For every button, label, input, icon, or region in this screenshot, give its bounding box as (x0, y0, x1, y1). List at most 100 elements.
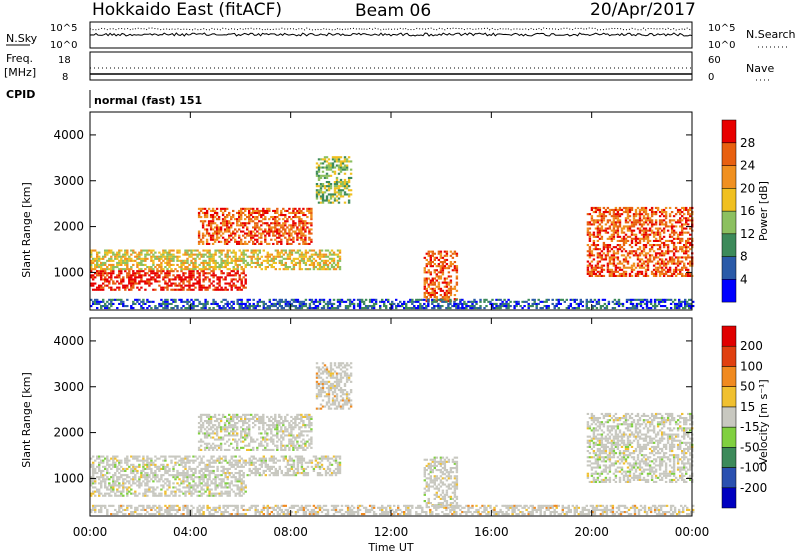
echo-cell (594, 248, 598, 251)
echo-cell (672, 231, 676, 234)
echo-cell (98, 251, 101, 254)
echo-cell (567, 307, 570, 310)
echo-cell (226, 492, 229, 495)
echo-cell (197, 234, 201, 237)
echo-cell (96, 298, 99, 301)
echo-cell (333, 191, 337, 194)
echo-cell (162, 480, 165, 483)
echo-cell (304, 242, 307, 245)
echo-cell (332, 268, 336, 271)
echo-cell (664, 225, 668, 228)
echo-cell (136, 261, 139, 264)
echo-cell (284, 455, 287, 458)
echo-cell (252, 472, 255, 475)
echo-cell (652, 250, 656, 253)
echo-cell (197, 207, 201, 210)
echo-cell (172, 249, 175, 252)
echo-cell (310, 207, 313, 210)
echo-cell (236, 459, 239, 462)
echo-cell (214, 482, 217, 485)
echo-cell (174, 476, 177, 479)
echo-cell (262, 218, 265, 221)
echo-cell (318, 266, 322, 269)
echo-cell (346, 307, 350, 310)
echo-cell (421, 305, 424, 308)
echo-cell (437, 252, 441, 255)
echo-cell (142, 298, 145, 301)
echo-cell (248, 302, 251, 305)
echo-cell (319, 174, 323, 177)
echo-cell (244, 463, 247, 466)
echo-cell (238, 220, 241, 223)
echo-cell (226, 288, 229, 291)
echo-cell (182, 482, 185, 485)
echo-cell (656, 233, 660, 236)
echo-cell (577, 302, 580, 305)
echo-cell (166, 288, 169, 291)
echo-cell (148, 476, 151, 479)
echo-cell (158, 467, 161, 470)
echo-cell (236, 461, 239, 464)
echo-cell (201, 222, 205, 225)
echo-cell (140, 263, 143, 266)
echo-cell (501, 302, 504, 305)
echo-cell (112, 272, 115, 275)
echo-cell (168, 272, 171, 275)
echo-cell (588, 223, 592, 226)
echo-cell (306, 307, 310, 310)
echo-cell (334, 263, 338, 266)
echo-cell (200, 302, 203, 305)
echo-cell (224, 259, 227, 262)
echo-cell (104, 261, 107, 264)
echo-cell (106, 488, 109, 491)
echo-cell (108, 257, 111, 260)
echo-cell (138, 255, 141, 258)
echo-cell (172, 253, 175, 256)
echo-cell (228, 494, 231, 497)
echo-cell (594, 219, 598, 222)
echo-cell (320, 253, 324, 256)
echo-cell (256, 224, 259, 227)
echo-cell (455, 302, 458, 305)
echo-cell (644, 208, 648, 211)
echo-cell (172, 465, 175, 468)
echo-cell (679, 233, 682, 236)
echo-cell (310, 307, 314, 310)
echo-cell (668, 206, 672, 209)
echo-cell (445, 267, 449, 270)
echo-cell (296, 472, 300, 475)
echo-cell (140, 482, 143, 485)
echo-cell (491, 302, 494, 305)
echo-cell (108, 465, 111, 468)
echo-cell (260, 228, 263, 231)
echo-cell (315, 174, 319, 177)
echo-cell (673, 307, 677, 310)
echo-cell (238, 211, 241, 214)
echo-cell (674, 250, 678, 253)
echo-cell (218, 455, 221, 458)
echo-cell (431, 254, 434, 257)
echo-cell (592, 266, 596, 269)
echo-cell (658, 272, 662, 275)
echo-cell (690, 307, 693, 310)
echo-cell (124, 482, 127, 485)
echo-cell (463, 300, 466, 303)
echo-cell (248, 220, 251, 223)
echo-cell (166, 268, 169, 271)
echo-cell (258, 305, 261, 308)
echo-cell (211, 216, 215, 219)
echo-cell (630, 264, 634, 267)
echo-cell (252, 240, 255, 243)
echo-cell (240, 242, 243, 245)
echo-cell (302, 214, 305, 217)
echo-cell (132, 278, 135, 281)
echo-cell (214, 259, 217, 262)
echo-cell (630, 239, 634, 242)
echo-cell (266, 211, 269, 214)
echo-cell (590, 268, 594, 271)
echo-cell (681, 260, 684, 263)
echo-cell (132, 469, 135, 472)
echo-cell (679, 241, 682, 244)
echo-cell (459, 307, 462, 310)
echo-cell (238, 455, 241, 458)
